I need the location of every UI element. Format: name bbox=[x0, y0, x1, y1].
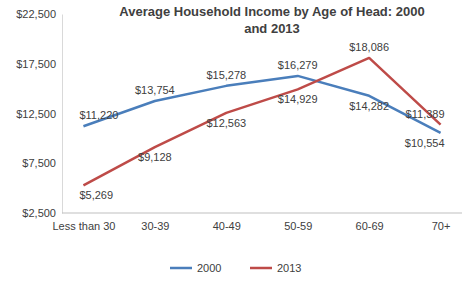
x-tick-label: 60-69 bbox=[356, 220, 384, 232]
x-tick: 30-39 bbox=[141, 220, 169, 232]
legend-item: 2013 bbox=[250, 262, 301, 274]
y-axis: $2,500 $7,500 $12,500 $17,500 $22,500 bbox=[16, 8, 62, 219]
y-tick-label: $2,500 bbox=[22, 207, 56, 219]
legend-swatch bbox=[250, 267, 272, 270]
data-label: $11,389 bbox=[406, 108, 445, 120]
x-tick: 50-59 bbox=[284, 220, 312, 232]
data-label: $14,929 bbox=[278, 93, 318, 105]
data-labels: $11,220 $13,754 $15,278 $16,279 $14,282 $10,5… bbox=[79, 41, 444, 202]
y-tick: $17,500 bbox=[16, 58, 62, 70]
data-label: $11,220 bbox=[79, 109, 118, 121]
x-tick-label: Less than 30 bbox=[52, 220, 115, 232]
data-label: $16,279 bbox=[278, 59, 318, 71]
data-label: $14,282 bbox=[349, 100, 389, 112]
legend: 2000 2013 bbox=[170, 262, 301, 274]
data-label: $9,128 bbox=[138, 151, 172, 163]
data-label: $12,563 bbox=[206, 117, 246, 129]
y-tick: $2,500 bbox=[22, 207, 62, 219]
x-tick-label: 40-49 bbox=[213, 220, 241, 232]
y-tick-label: $17,500 bbox=[16, 58, 56, 70]
legend-label: 2013 bbox=[277, 262, 301, 274]
x-tick-label: 70+ bbox=[432, 220, 451, 232]
plot-area bbox=[83, 58, 440, 186]
y-axis-line bbox=[62, 15, 63, 214]
series-line bbox=[83, 76, 440, 133]
x-tick-label: 50-59 bbox=[284, 220, 312, 232]
y-tick-label: $22,500 bbox=[16, 8, 56, 20]
legend-item: 2000 bbox=[170, 262, 221, 274]
y-tick-label: $7,500 bbox=[22, 157, 56, 169]
x-tick: 40-49 bbox=[213, 220, 241, 232]
x-tick: Less than 30 bbox=[52, 220, 115, 232]
y-tick: $7,500 bbox=[22, 157, 62, 169]
data-label: $18,086 bbox=[349, 41, 389, 53]
title: Average Household Income by Age of Head:… bbox=[119, 4, 424, 36]
x-tick: 60-69 bbox=[356, 220, 384, 232]
x-axis-line bbox=[62, 213, 462, 214]
series-line bbox=[83, 58, 440, 186]
legend-swatch bbox=[170, 267, 192, 270]
x-tick-label: 30-39 bbox=[141, 220, 169, 232]
y-tick: $12,500 bbox=[16, 108, 62, 120]
data-label: $10,554 bbox=[405, 137, 445, 149]
x-tick: 70+ bbox=[432, 220, 451, 232]
data-label: $5,269 bbox=[79, 189, 113, 201]
data-label: $15,278 bbox=[206, 69, 246, 81]
y-tick-label: $12,500 bbox=[16, 108, 56, 120]
legend-label: 2000 bbox=[197, 262, 221, 274]
x-axis: Less than 30 30-39 40-49 50-59 60-69 70+ bbox=[52, 213, 462, 232]
data-label: $13,754 bbox=[135, 84, 175, 96]
chart: $2,500 $7,500 $12,500 $17,500 $22,500 Less th… bbox=[0, 0, 474, 284]
y-tick: $22,500 bbox=[16, 8, 62, 20]
